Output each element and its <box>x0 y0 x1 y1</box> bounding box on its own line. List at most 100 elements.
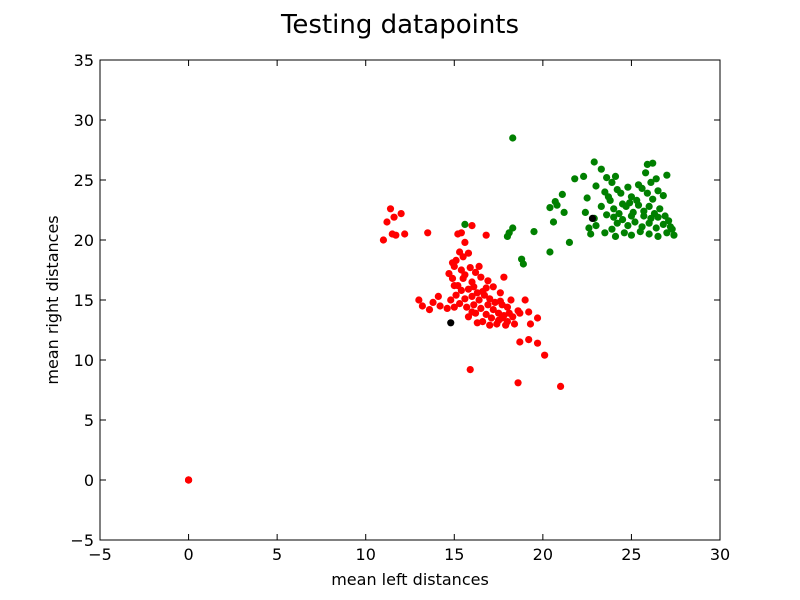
y-tick-label: 35 <box>74 51 94 70</box>
data-point <box>610 205 618 213</box>
x-axis-label: mean left distances <box>331 570 489 589</box>
data-point <box>503 318 512 326</box>
y-tick-label: 10 <box>74 351 94 370</box>
data-point <box>654 213 662 221</box>
data-point <box>610 213 618 221</box>
data-point <box>525 336 533 344</box>
data-point <box>618 216 627 224</box>
data-point <box>486 295 494 303</box>
data-point <box>509 313 517 321</box>
data-point <box>429 298 437 306</box>
data-point <box>613 219 621 227</box>
data-point <box>471 268 480 276</box>
data-point <box>647 178 655 186</box>
data-point <box>466 366 474 374</box>
data-point <box>470 283 478 291</box>
data-point <box>611 232 620 240</box>
data-point <box>516 309 524 317</box>
x-tick-label: 15 <box>444 545 464 564</box>
data-point <box>571 175 579 183</box>
data-point <box>470 301 478 309</box>
y-tick-label: 25 <box>74 171 94 190</box>
data-point <box>475 262 483 270</box>
data-point <box>519 260 527 268</box>
data-point <box>479 288 487 296</box>
data-point <box>626 199 634 207</box>
data-point <box>645 202 653 210</box>
data-point <box>473 319 481 327</box>
data-point <box>498 314 506 322</box>
data-point <box>659 192 667 200</box>
data-point <box>514 379 522 387</box>
data-point <box>663 171 671 179</box>
data-point <box>436 302 444 310</box>
data-point <box>546 204 554 212</box>
data-point <box>601 229 609 237</box>
data-point <box>615 210 623 218</box>
data-point <box>546 248 554 256</box>
data-point <box>464 313 473 321</box>
data-point <box>613 186 621 194</box>
data-point <box>521 296 529 304</box>
data-point <box>484 277 492 285</box>
data-point <box>654 187 662 195</box>
data-point <box>642 169 650 177</box>
data-point <box>456 300 464 308</box>
data-point <box>533 339 542 347</box>
data-point <box>624 222 632 230</box>
axis-ticks: −5 0 5 10 15 20 25 30 −5 0 5 10 15 20 25 30 35 <box>70 51 730 564</box>
data-point <box>450 262 458 270</box>
data-point <box>580 172 588 180</box>
data-point <box>587 230 595 238</box>
data-point <box>447 319 455 327</box>
data-point <box>425 306 434 314</box>
data-point <box>468 222 476 230</box>
data-point <box>498 301 506 309</box>
data-point <box>592 222 600 230</box>
data-point <box>597 165 605 173</box>
data-point <box>434 292 442 300</box>
data-point <box>666 223 675 231</box>
y-tick-label: 20 <box>74 231 94 250</box>
data-point <box>489 306 497 314</box>
data-point <box>510 320 519 328</box>
data-point <box>463 303 471 311</box>
data-point <box>652 175 660 183</box>
data-point <box>627 231 636 239</box>
data-point <box>466 264 474 272</box>
data-point <box>530 228 538 236</box>
data-point <box>608 225 616 233</box>
data-point <box>484 301 492 309</box>
data-point <box>516 338 524 346</box>
data-point <box>401 230 409 238</box>
data-point <box>379 236 388 244</box>
data-point <box>585 224 593 232</box>
data-point <box>603 211 611 219</box>
data-point <box>489 283 497 291</box>
data-point <box>468 292 476 300</box>
chart-title: Testing datapoints <box>280 10 519 40</box>
data-point <box>581 208 589 216</box>
data-point <box>643 160 651 168</box>
data-point <box>652 224 660 232</box>
y-tick-label: 30 <box>74 111 94 130</box>
data-point <box>477 273 485 281</box>
data-point <box>560 208 568 216</box>
data-point <box>386 205 395 213</box>
data-point <box>475 296 483 304</box>
data-point <box>496 289 504 297</box>
data-point <box>415 296 423 304</box>
x-tick-label: 0 <box>183 545 193 564</box>
data-point <box>457 229 465 237</box>
y-axis-label: mean right distances <box>43 215 62 384</box>
data-point <box>464 249 473 257</box>
data-point <box>477 304 485 312</box>
data-point <box>482 231 490 239</box>
data-point <box>418 302 426 310</box>
data-point <box>526 320 535 328</box>
data-point <box>452 291 460 299</box>
y-tick-label: 5 <box>84 411 94 430</box>
data-point <box>645 230 653 238</box>
data-point <box>665 217 673 225</box>
